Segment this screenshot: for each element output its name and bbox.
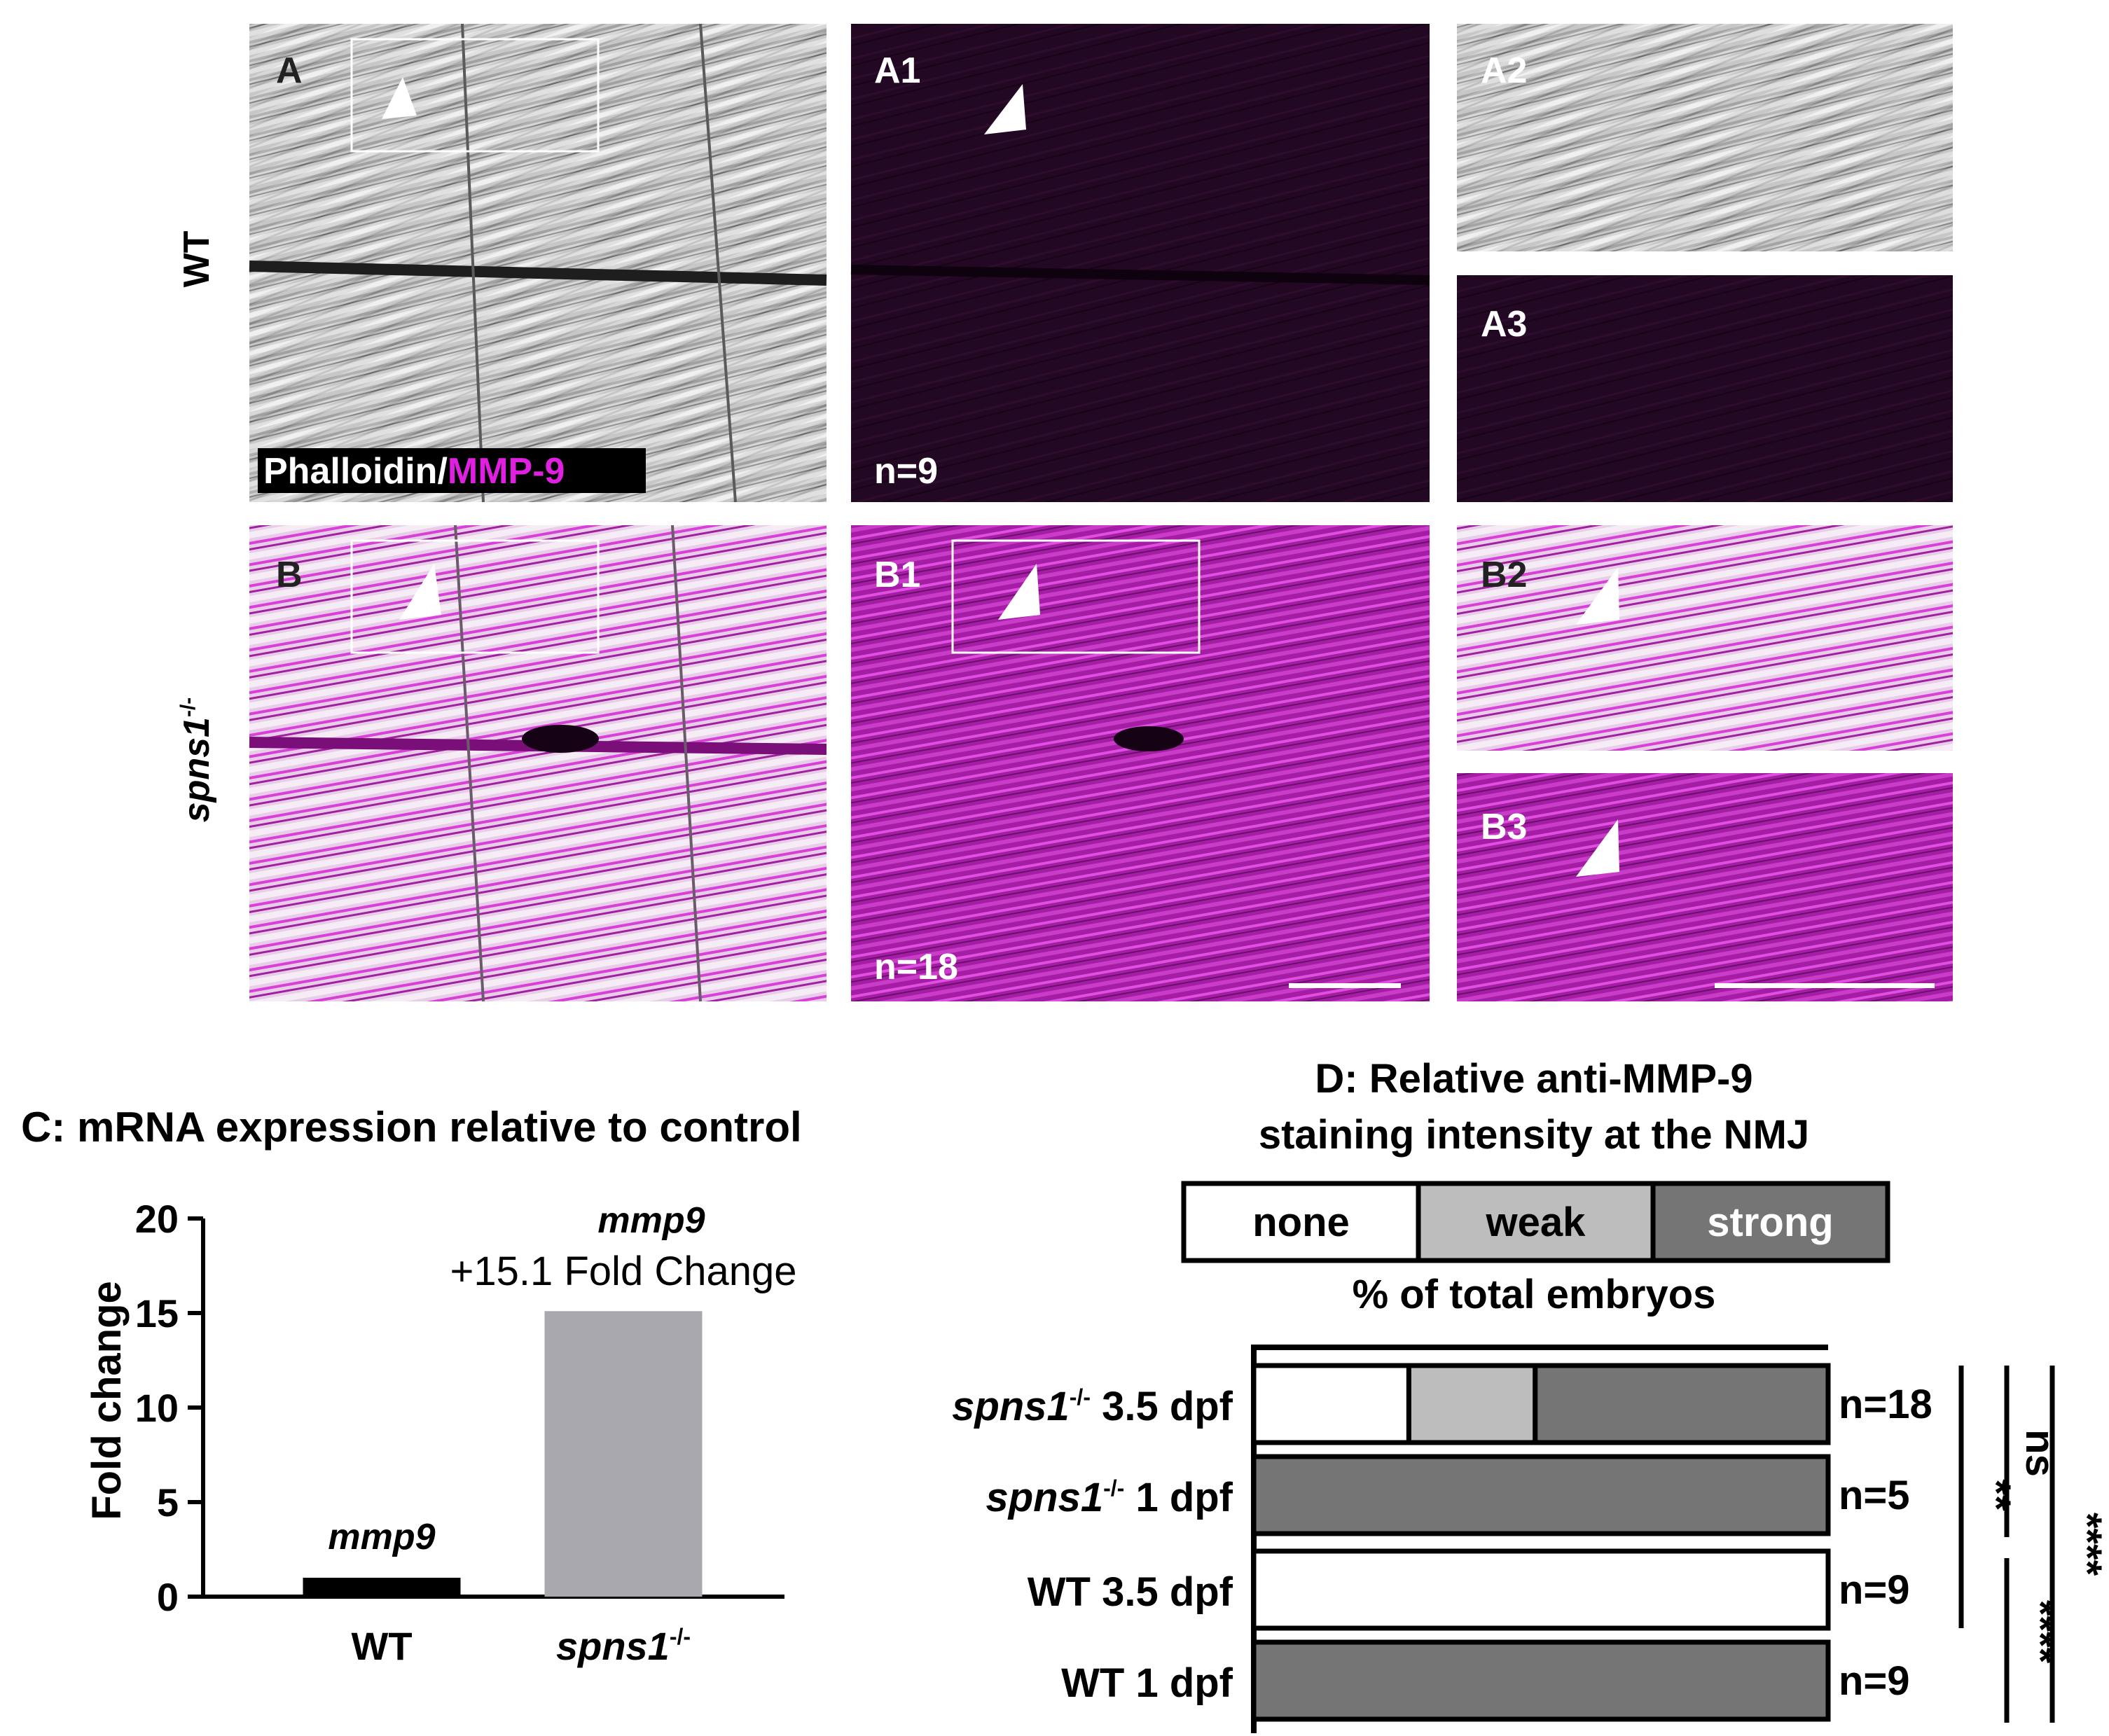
legend-swatch-weak xyxy=(1416,1181,1656,1263)
panel-c-ytick-label: 15 xyxy=(135,1291,179,1335)
stain-label: Phalloidin/MMP-9 xyxy=(263,451,565,492)
panel-c-bar xyxy=(303,1578,461,1597)
panel-d-subtitle: % of total embryos xyxy=(1353,1272,1716,1317)
row-label-wt: WT xyxy=(177,230,217,287)
panel-label-a3: A3 xyxy=(1481,304,1527,345)
panel-d-category-label: WT 1 dpf xyxy=(1061,1660,1233,1706)
panel-c: C: mRNA expression relative to control m… xyxy=(21,1104,802,1668)
panel-d-bar-segment-strong xyxy=(1251,1639,1831,1722)
panel-d-category-label: spns1-/- 3.5 dpf xyxy=(952,1384,1233,1429)
panel-label-b2: B2 xyxy=(1481,555,1527,595)
panel-b: B xyxy=(249,525,827,1002)
panel-d-category-label: WT 3.5 dpf xyxy=(1028,1569,1233,1615)
scale-bar xyxy=(1289,983,1401,988)
panel-label-b: B xyxy=(276,555,303,595)
row-label-mutant-sup: -/- xyxy=(177,697,200,717)
n-label-b1: n=18 xyxy=(874,947,958,987)
panel-d-n-label: n=18 xyxy=(1839,1382,1932,1427)
panel-d-title-line1: D: Relative anti-MMP-9 xyxy=(1315,1056,1752,1102)
panel-c-ytick-label: 20 xyxy=(135,1197,179,1241)
panel-d: D: Relative anti-MMP-9 staining intensit… xyxy=(952,1056,2109,1733)
arrowhead-icon xyxy=(998,564,1040,620)
panel-b1: B1 n=18 xyxy=(851,525,1430,1001)
significance-label: **** xyxy=(2064,1513,2109,1576)
panel-d-bar-segment-weak xyxy=(1406,1363,1538,1445)
panel-d-n-label: n=9 xyxy=(1839,1567,1910,1613)
panel-a2: A2 xyxy=(1457,24,1953,251)
panel-d-bar-segment-none xyxy=(1251,1548,1831,1631)
panel-a1: A1 n=9 xyxy=(850,24,1430,502)
panel-d-n-label: n=5 xyxy=(1839,1473,1910,1518)
panel-d-bar-segment-none xyxy=(1251,1363,1411,1445)
panel-d-n-label: n=9 xyxy=(1839,1658,1910,1704)
panel-b-dark-spot xyxy=(522,725,599,753)
panel-d-legend: none weak strong xyxy=(1181,1181,1890,1263)
panel-d-plot: spns1-/- 3.5 dpf n=18 spns1-/- 1 dpf n=5 WT … xyxy=(952,1345,2109,1733)
n-label-a1: n=9 xyxy=(874,451,938,492)
panel-d-title-line2: staining intensity at the NMJ xyxy=(1259,1112,1809,1158)
significance-label: **** xyxy=(2017,1600,2063,1664)
legend-label-none: none xyxy=(1252,1200,1350,1245)
panel-b1-inset-box xyxy=(951,539,1201,654)
panel-c-ytick-label: 5 xyxy=(157,1480,179,1525)
panel-a3: A3 xyxy=(1457,275,1953,502)
panel-c-plot: 0 5 10 15 20 WT spns1-/- xyxy=(135,1197,784,1668)
panel-b3: B3 xyxy=(1457,773,1953,1001)
panel-label-a: A xyxy=(276,50,303,91)
panel-c-bar xyxy=(544,1311,703,1597)
panel-a: Phalloidin/MMP-9 A xyxy=(249,23,827,503)
panel-label-b1: B1 xyxy=(874,555,920,595)
panel-b-inset-box xyxy=(350,539,600,654)
panel-c-annotation-gene: mmp9 xyxy=(597,1200,705,1241)
arrowhead-icon xyxy=(1576,567,1619,625)
panel-c-ytick-label: 0 xyxy=(157,1575,179,1619)
arrowhead-icon xyxy=(399,564,441,620)
panel-label-b3: B3 xyxy=(1481,807,1527,847)
scale-bar xyxy=(1715,983,1935,988)
row-label-mutant: spns1-/- xyxy=(177,697,217,823)
panel-a-midline xyxy=(249,261,827,286)
panel-a-inset-box xyxy=(350,38,600,153)
stain-label-mmp9: MMP-9 xyxy=(448,451,565,492)
arrowhead-icon xyxy=(1576,819,1619,877)
row-label-mutant-base: spns1 xyxy=(177,717,217,822)
legend-label-strong: strong xyxy=(1707,1200,1833,1245)
panel-d-bar-segment-strong xyxy=(1533,1363,1831,1445)
panel-c-annotation-fold: +15.1 Fold Change xyxy=(450,1249,797,1294)
legend-label-weak: weak xyxy=(1486,1200,1586,1245)
legend-swatch-strong xyxy=(1650,1181,1890,1263)
stain-label-bg xyxy=(258,448,646,493)
panel-b1-dark-spot xyxy=(1114,726,1184,751)
panel-c-ytick-label: 10 xyxy=(135,1386,179,1430)
arrowhead-icon xyxy=(984,84,1026,134)
panel-d-category-label: spns1-/- 1 dpf xyxy=(986,1475,1233,1520)
significance-label: ns xyxy=(2017,1429,2063,1477)
significance-label: ** xyxy=(1973,1479,2019,1511)
arrowhead-icon xyxy=(382,77,417,119)
panel-c-ylabel: Fold change xyxy=(84,1281,130,1520)
panel-label-a2: A2 xyxy=(1481,50,1527,91)
panel-b2: B2 xyxy=(1457,525,1953,751)
legend-swatch-none xyxy=(1181,1181,1421,1263)
panel-c-wt-bar-label: mmp9 xyxy=(328,1517,435,1557)
panel-d-bar-segment-strong xyxy=(1251,1454,1831,1536)
panel-c-category-label: spns1-/- xyxy=(556,1624,691,1668)
panel-c-category-label: WT xyxy=(351,1624,412,1668)
stain-label-phalloidin: Phalloidin/ xyxy=(263,451,448,492)
panel-label-a1: A1 xyxy=(874,50,920,91)
panel-c-title: C: mRNA expression relative to control xyxy=(21,1104,802,1151)
